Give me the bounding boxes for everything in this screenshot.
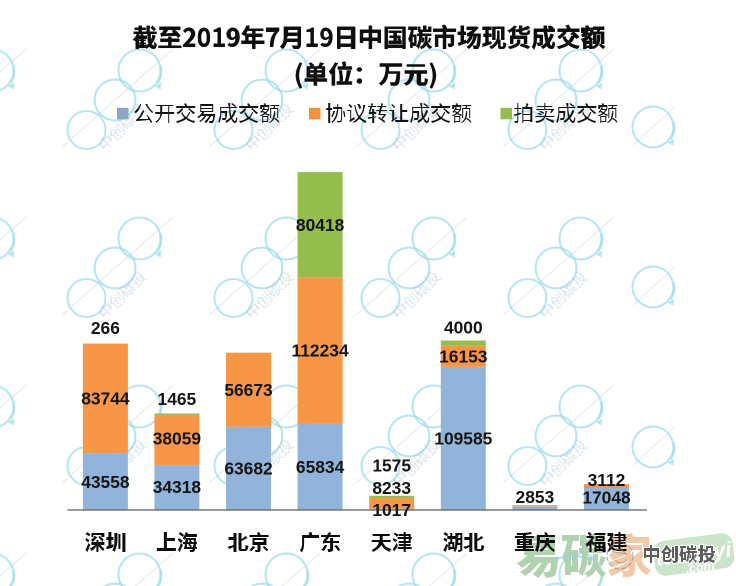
svg-text:109585: 109585 xyxy=(434,429,492,449)
svg-text:56673: 56673 xyxy=(224,380,273,400)
svg-text:1465: 1465 xyxy=(158,389,197,409)
svg-text:8233: 8233 xyxy=(372,478,411,498)
svg-text:1575: 1575 xyxy=(372,456,411,476)
svg-text:65834: 65834 xyxy=(296,457,345,477)
svg-text:3112: 3112 xyxy=(588,470,626,490)
svg-text:43558: 43558 xyxy=(81,472,130,492)
svg-text:34318: 34318 xyxy=(153,477,202,497)
svg-text:2853: 2853 xyxy=(516,487,555,507)
svg-text:17048: 17048 xyxy=(582,488,631,508)
svg-text:112234: 112234 xyxy=(292,341,349,361)
svg-text:83744: 83744 xyxy=(81,389,130,409)
svg-text:4000: 4000 xyxy=(444,318,483,338)
svg-text:63682: 63682 xyxy=(224,459,272,479)
svg-text:80418: 80418 xyxy=(296,215,345,235)
svg-text:266: 266 xyxy=(91,318,120,338)
svg-text:1017: 1017 xyxy=(372,500,411,520)
svg-text:38059: 38059 xyxy=(153,429,202,449)
svg-text:16153: 16153 xyxy=(439,347,488,367)
